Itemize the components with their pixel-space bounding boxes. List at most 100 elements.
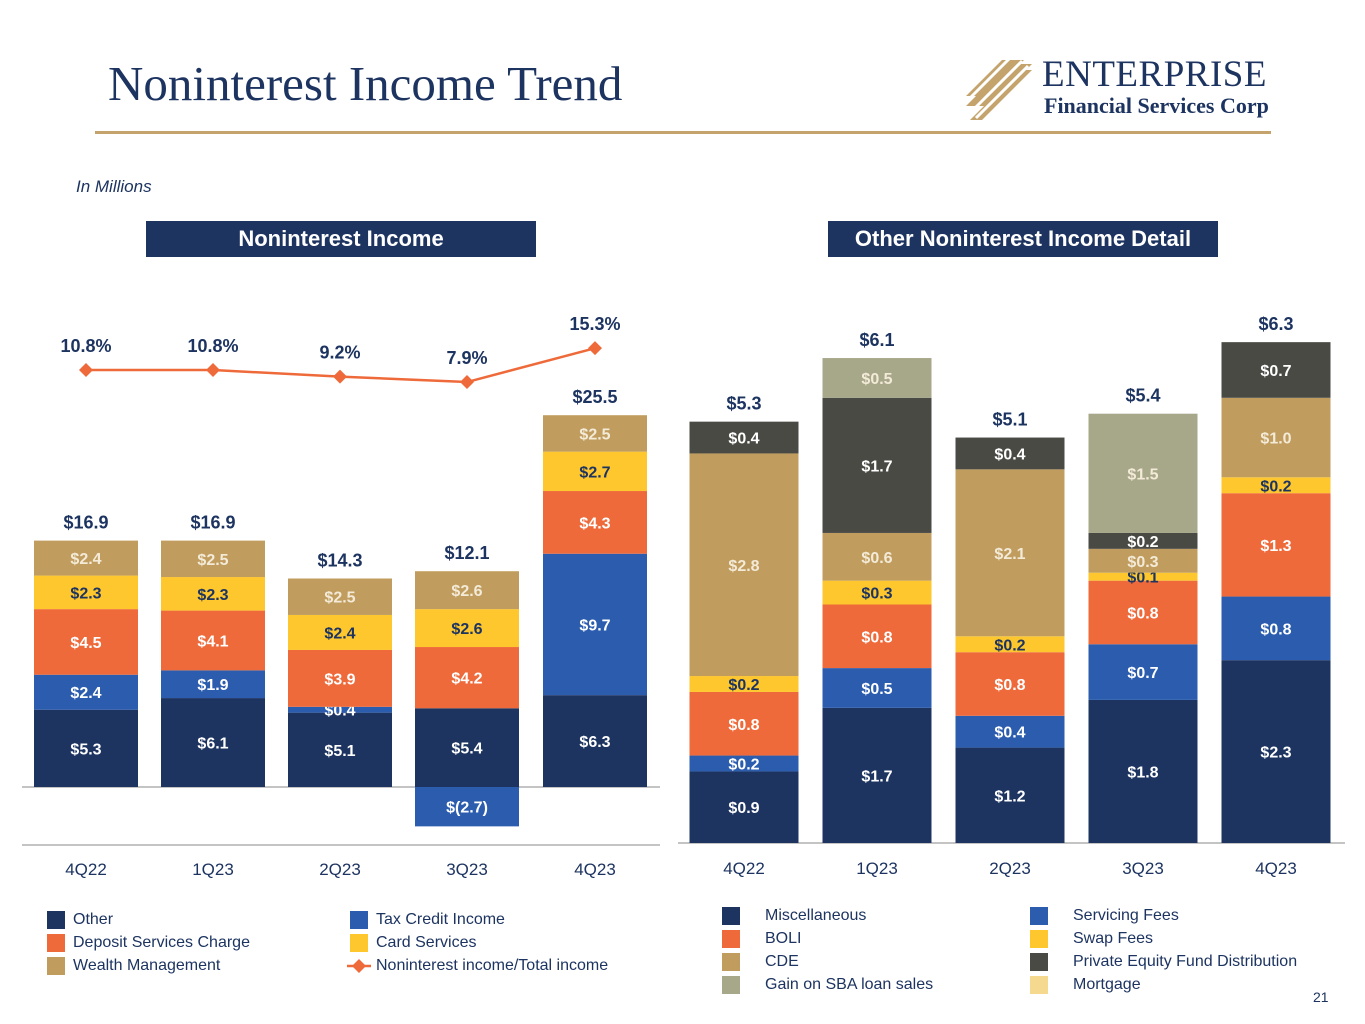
bar-value-label: $5.3 (70, 741, 101, 758)
legend-swatch (1030, 930, 1048, 948)
bar-segment-tax-credit-income (543, 553, 647, 696)
bar-segment-deposit-services-charge (288, 649, 392, 707)
bar-segment-wealth-management (34, 540, 138, 576)
legend-label: Private Equity Fund Distribution (1073, 953, 1298, 970)
bar-value-label: $6.3 (579, 734, 610, 751)
legend-label: Gain on SBA loan sales (765, 976, 934, 993)
legend-swatch (722, 976, 740, 994)
legend-swatch (350, 934, 368, 952)
ratio-label: 15.3% (569, 314, 620, 334)
ratio-label: 9.2% (319, 343, 360, 363)
bar-segment-wealth-management (543, 415, 647, 452)
bar-value-label: $2.5 (579, 426, 610, 443)
bar-segment-tax-credit-income (415, 787, 519, 827)
bar-value-label: $4.3 (579, 515, 610, 532)
bar-value-label: $2.4 (70, 551, 101, 568)
bar-value-label: $2.5 (324, 590, 355, 607)
bar-value-label: $2.6 (451, 583, 482, 600)
legend-label: Other (73, 911, 114, 928)
logo-wordmark: ENTERPRISE (1042, 54, 1267, 95)
bar-total-label: $16.9 (190, 513, 235, 533)
legend-label: Deposit Services Charge (73, 934, 250, 951)
legend-label: Mortgage (1073, 976, 1141, 993)
legend-swatch (47, 934, 65, 952)
bar-segment-card-services (34, 575, 138, 610)
bar-value-label: $(2.7) (446, 800, 488, 817)
legend-label: Servicing Fees (1073, 907, 1179, 924)
x-tick-label: 4Q22 (65, 860, 107, 879)
legend-swatch (350, 911, 368, 929)
legend-label: BOLI (765, 930, 802, 947)
x-tick-label: 1Q23 (192, 860, 234, 879)
logo-emblem-icon (966, 56, 1032, 120)
bar-segment-other (34, 709, 138, 787)
bar-value-label: $2.7 (579, 464, 610, 481)
bar-value-label: $5.1 (324, 743, 355, 760)
header-divider (95, 131, 1271, 134)
bar-segment-deposit-services-charge (161, 610, 265, 671)
bar-value-label: $2.5 (197, 552, 228, 569)
legend-swatch (1030, 976, 1048, 994)
ratio-point (206, 363, 220, 377)
bar-total-label: $14.3 (317, 551, 362, 571)
bar-value-label: $6.1 (197, 736, 228, 753)
bar-value-label: $2.3 (197, 587, 228, 604)
bar-segment-tax-credit-income (288, 706, 392, 713)
bar-segment-tax-credit-income (34, 674, 138, 710)
legend-label: Wealth Management (73, 957, 221, 974)
bar-value-label: $0.4 (324, 703, 355, 720)
legend-swatch (722, 953, 740, 971)
page-title: Noninterest Income Trend (108, 56, 623, 111)
legend-swatch (47, 957, 65, 975)
bar-value-label: $4.2 (451, 671, 482, 688)
bar-segment-other (415, 708, 519, 787)
bar-segment-wealth-management (288, 578, 392, 615)
legend-label: Swap Fees (1073, 930, 1154, 947)
legend-swatch (722, 930, 740, 948)
legend-swatch (47, 911, 65, 929)
bar-segment-tax-credit-income (161, 670, 265, 699)
legend-label: Noninterest income/Total income (376, 957, 609, 974)
bar-total-label: $12.1 (444, 543, 489, 563)
chart2-title: Other Noninterest Income Detail (828, 221, 1218, 257)
bar-total-label: $16.9 (63, 513, 108, 533)
bar-value-label: $4.5 (70, 635, 101, 652)
ratio-point (333, 369, 347, 384)
bar-segment-wealth-management (161, 540, 265, 578)
legend-label: Card Services (376, 934, 477, 951)
bar-segment-other (288, 712, 392, 787)
legend-line-diamond-icon (347, 959, 371, 973)
bar-total-label: $25.5 (572, 387, 617, 407)
bar-value-label: $4.1 (197, 633, 228, 650)
bar-segment-other (161, 698, 265, 787)
bar-value-label: $9.7 (579, 617, 610, 634)
legend-label: Tax Credit Income (376, 911, 505, 928)
legend-swatch (1030, 953, 1048, 971)
bar-value-label: $5.4 (451, 741, 482, 758)
ratio-point (588, 341, 602, 356)
bar-value-label: $2.4 (70, 685, 101, 702)
ratio-label: 10.8% (187, 336, 238, 356)
bar-segment-card-services (543, 451, 647, 492)
legend-label: Miscellaneous (765, 907, 867, 924)
bar-value-label: $2.3 (70, 585, 101, 602)
page-number: 21 (1313, 989, 1329, 1005)
bar-value-label: $2.4 (324, 625, 355, 642)
company-logo: ENTERPRISE Financial Services Corp (962, 56, 1282, 124)
legend-label: CDE (765, 953, 799, 970)
bar-segment-card-services (161, 577, 265, 611)
legend-swatch (722, 907, 740, 925)
bar-segment-deposit-services-charge (415, 647, 519, 709)
bar-value-label: $1.9 (197, 677, 228, 694)
bar-segment-other (543, 695, 647, 787)
logo-tagline: Financial Services Corp (1044, 93, 1269, 118)
x-tick-label: 3Q23 (446, 860, 488, 879)
ratio-point (79, 363, 93, 377)
bar-segment-card-services (415, 609, 519, 648)
ratio-label: 7.9% (446, 348, 487, 368)
bar-value-label: $2.6 (451, 621, 482, 638)
bar-segment-card-services (288, 614, 392, 650)
chart1-title: Noninterest Income (146, 221, 536, 257)
units-note: In Millions (76, 177, 152, 196)
